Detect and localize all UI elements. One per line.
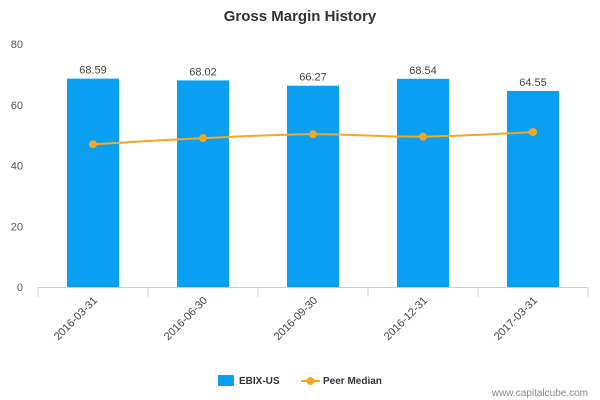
bar-data-labels: 68.59 68.02 66.27 68.54 64.55	[79, 65, 547, 89]
chart-title: Gross Margin History	[224, 8, 377, 25]
credit-text: www.capitalcube.com	[491, 388, 588, 399]
bar-label-2016-06-30: 68.02	[189, 66, 217, 78]
x-tick-label: 2016-06-30	[162, 295, 210, 343]
legend-swatch-peer-marker	[306, 377, 315, 385]
line-series	[89, 128, 537, 149]
legend: EBIX-US Peer Median	[218, 375, 382, 387]
bar-label-2017-03-31: 64.55	[519, 77, 547, 89]
x-axis: 2016-03-31 2016-06-30 2016-09-30 2016-12-31…	[37, 287, 589, 343]
y-tick-label: 0	[17, 282, 23, 294]
legend-label-peer-median[interactable]: Peer Median	[323, 376, 382, 387]
peer-median-point-2016-06-30[interactable]	[199, 134, 207, 143]
bar-label-2016-12-31: 68.54	[409, 65, 437, 77]
bar-label-2016-03-31: 68.59	[79, 65, 107, 77]
peer-median-point-2017-03-31[interactable]	[529, 128, 537, 137]
x-tick-label: 2016-12-31	[382, 295, 430, 343]
bar-2016-03-31[interactable]	[67, 78, 119, 288]
peer-median-point-2016-12-31[interactable]	[419, 132, 427, 141]
peer-median-point-2016-03-31[interactable]	[89, 140, 97, 149]
y-axis: 0 20 40 60 80	[11, 39, 23, 294]
bar-label-2016-09-30: 66.27	[299, 72, 327, 84]
bar-2016-09-30[interactable]	[287, 85, 339, 288]
bar-2016-12-31[interactable]	[397, 78, 449, 287]
y-tick-label: 20	[11, 221, 23, 233]
peer-median-point-2016-09-30[interactable]	[309, 130, 317, 139]
bar-series	[67, 78, 559, 288]
x-tick-label: 2016-09-30	[272, 295, 320, 343]
x-tick-label: 2017-03-31	[492, 295, 540, 343]
bar-2017-03-31[interactable]	[507, 90, 559, 287]
x-tick-label: 2016-03-31	[52, 295, 100, 343]
legend-swatch-ebix	[218, 375, 234, 386]
y-tick-label: 40	[11, 161, 23, 173]
bar-2016-06-30[interactable]	[177, 80, 229, 287]
y-tick-label: 60	[11, 100, 23, 112]
y-tick-label: 80	[11, 39, 23, 51]
legend-label-ebix[interactable]: EBIX-US	[239, 376, 280, 387]
